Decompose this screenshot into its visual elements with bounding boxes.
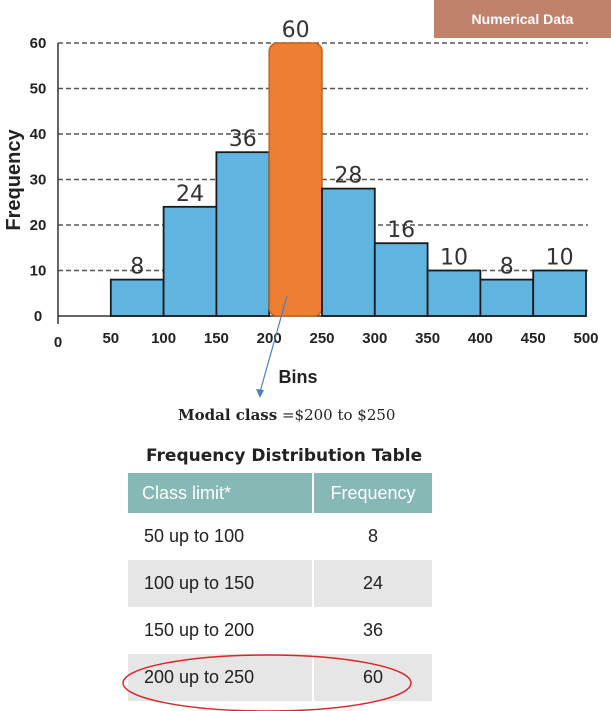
x-tick-label: 250 xyxy=(309,330,334,347)
x-tick-label: 50 xyxy=(102,330,119,347)
bar-value-label: 10 xyxy=(546,246,574,271)
bar xyxy=(532,269,587,317)
class-limit-cell: 150 up to 200 xyxy=(128,607,314,654)
table-header-row: Class limit* Frequency xyxy=(128,473,434,513)
x-tick-label: 500 xyxy=(573,330,598,347)
x-tick-label: 350 xyxy=(415,330,440,347)
x-tick-labels: 0 50 100 150 200 250 300 350 400 450 500 xyxy=(54,330,599,351)
x-tick-label: 150 xyxy=(204,330,229,347)
bar xyxy=(162,205,218,317)
x-tick-label: 300 xyxy=(362,330,387,347)
x-tick-label: 200 xyxy=(257,330,282,347)
frequency-cell: 24 xyxy=(313,560,434,607)
class-limit-cell: 50 up to 100 xyxy=(128,513,314,560)
header-frequency: Frequency xyxy=(313,473,434,513)
frequency-cell: 8 xyxy=(313,513,434,560)
y-tick-label: 20 xyxy=(30,217,47,234)
bar-value-label: 16 xyxy=(387,218,415,243)
bar xyxy=(479,278,535,317)
frequency-cell: 60 xyxy=(313,654,434,701)
y-tick-label: 60 xyxy=(30,35,47,52)
y-tick-label: 0 xyxy=(34,308,42,325)
frequency-cell: 36 xyxy=(313,607,434,654)
bar-value-label: 28 xyxy=(334,164,362,189)
bar-value-label: 8 xyxy=(130,255,144,280)
table-row: 200 up to 250 60 xyxy=(128,654,434,701)
numerical-data-badge: Numerical Data xyxy=(434,0,611,38)
class-limit-cell: 100 up to 150 xyxy=(128,560,314,607)
modal-class-value: =$200 to $250 xyxy=(277,406,396,424)
bar-value-labels: 8 24 36 60 28 16 10 8 10 xyxy=(130,18,573,280)
y-tick-labels: 0 10 20 30 40 50 60 xyxy=(30,35,47,325)
x-tick-label: 100 xyxy=(151,330,176,347)
modal-class-label: Modal class xyxy=(178,406,278,424)
header-class-limit: Class limit* xyxy=(128,473,314,513)
bar-value-label: 36 xyxy=(229,127,257,152)
table-row: 150 up to 200 36 xyxy=(128,607,434,654)
modal-class-arrow xyxy=(256,295,288,398)
bar-highlight xyxy=(268,42,323,317)
y-tick-label: 10 xyxy=(30,263,47,280)
bar-value-label: 60 xyxy=(282,18,310,43)
frequency-distribution-table: Class limit* Frequency 50 up to 100 8 10… xyxy=(128,473,434,701)
bar xyxy=(109,278,165,317)
x-axis-label: Bins xyxy=(278,367,317,387)
y-tick-label: 50 xyxy=(30,81,47,98)
bar xyxy=(426,269,482,317)
y-tick-label: 40 xyxy=(30,126,47,143)
bar-value-label: 10 xyxy=(440,246,468,271)
y-tick-label: 30 xyxy=(30,172,47,189)
bar-value-label: 8 xyxy=(500,255,514,280)
table-row: 50 up to 100 8 xyxy=(128,513,434,560)
table-title: Frequency Distribution Table xyxy=(146,446,423,466)
x-tick-label: 0 xyxy=(54,334,62,351)
bar-value-label: 24 xyxy=(176,182,204,207)
bar xyxy=(373,242,429,317)
table-row: 100 up to 150 24 xyxy=(128,560,434,607)
class-limit-cell: 200 up to 250 xyxy=(128,654,314,701)
bar xyxy=(215,151,271,317)
histogram-chart: 8 24 36 60 28 16 10 8 10 0 10 20 30 40 50 60 0 50 100 150… xyxy=(3,18,599,398)
modal-class-note: Modal class =$200 to $250 xyxy=(178,406,395,424)
y-axis-label: Frequency xyxy=(3,129,25,231)
x-tick-label: 450 xyxy=(521,330,546,347)
bars xyxy=(109,42,587,317)
bar xyxy=(321,187,376,317)
x-tick-label: 400 xyxy=(468,330,493,347)
